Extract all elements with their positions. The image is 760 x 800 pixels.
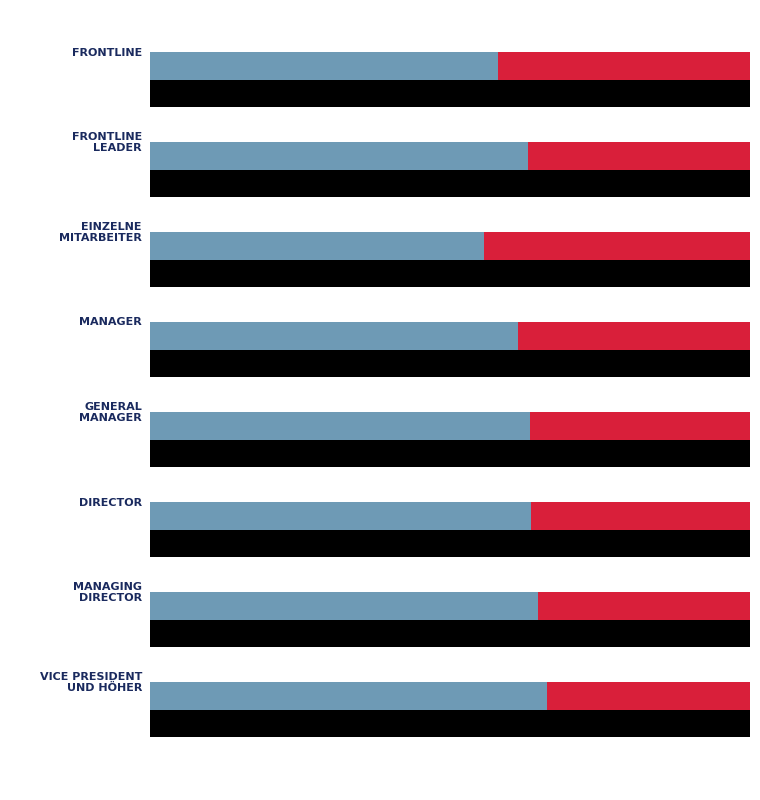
Text: MÄNNER 58%: MÄNNER 58% xyxy=(293,89,373,98)
Text: FRAUEN 35,3%: FRAUEN 35,3% xyxy=(568,629,655,638)
Text: MÄNNER 63,3%: MÄNNER 63,3% xyxy=(287,447,378,459)
Text: MÄNNER 63,5%: MÄNNER 63,5% xyxy=(287,538,378,550)
Text: EINZELNE
MITARBEITER: EINZELNE MITARBEITER xyxy=(59,222,142,243)
Text: FRAUEN 42%: FRAUEN 42% xyxy=(574,89,650,98)
Text: FRONTLINE: FRONTLINE xyxy=(71,47,142,58)
Text: FRAUEN 36,5%: FRAUEN 36,5% xyxy=(568,538,655,549)
Text: FRAUEN 37%: FRAUEN 37% xyxy=(574,178,650,189)
Text: MÄNNER 63%: MÄNNER 63% xyxy=(293,178,373,189)
Text: FRAUEN 33,9%: FRAUEN 33,9% xyxy=(568,718,655,729)
Text: MÄNNER 61,3%: MÄNNER 61,3% xyxy=(287,358,378,370)
Text: MÄNNER 55,6%: MÄNNER 55,6% xyxy=(287,267,378,279)
Text: VICE PRESIDENT
UND HÖHER: VICE PRESIDENT UND HÖHER xyxy=(40,672,142,694)
Text: FRAUEN 38,7%: FRAUEN 38,7% xyxy=(568,358,656,369)
Text: DIRECTOR: DIRECTOR xyxy=(79,498,142,507)
Text: FRAUEN 36,7%: FRAUEN 36,7% xyxy=(568,449,656,458)
Text: MÄNNER 64,7%: MÄNNER 64,7% xyxy=(287,627,378,639)
Text: FRONTLINE
LEADER: FRONTLINE LEADER xyxy=(71,132,142,154)
Text: FRAUEN 44,4%: FRAUEN 44,4% xyxy=(568,269,656,278)
Text: MANAGER: MANAGER xyxy=(79,318,142,327)
Text: GENERAL
MANAGER: GENERAL MANAGER xyxy=(79,402,142,423)
Text: MANAGING
DIRECTOR: MANAGING DIRECTOR xyxy=(73,582,142,603)
Text: MÄNNER 66,1%: MÄNNER 66,1% xyxy=(287,718,378,730)
